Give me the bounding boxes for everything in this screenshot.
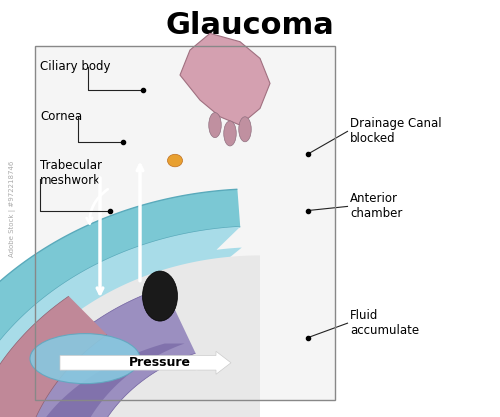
Text: Ciliary body: Ciliary body — [40, 60, 110, 73]
Ellipse shape — [224, 121, 236, 146]
FancyArrow shape — [60, 351, 231, 374]
PathPatch shape — [0, 296, 107, 417]
Ellipse shape — [30, 334, 140, 384]
Bar — [170, 46, 335, 400]
PathPatch shape — [37, 344, 184, 417]
Text: Cornea: Cornea — [40, 110, 82, 123]
Text: Adobe Stock | #972218746: Adobe Stock | #972218746 — [9, 160, 16, 257]
Bar — [35, 46, 335, 400]
Text: Trabecular
meshwork: Trabecular meshwork — [40, 159, 102, 187]
Bar — [35, 46, 335, 400]
Text: Drainage Canal
blocked: Drainage Canal blocked — [350, 117, 442, 146]
Text: Anterior
chamber: Anterior chamber — [350, 192, 403, 221]
Text: Pressure: Pressure — [129, 356, 191, 369]
Ellipse shape — [142, 271, 178, 321]
PathPatch shape — [0, 227, 242, 417]
Text: Glaucoma: Glaucoma — [166, 10, 334, 40]
PathPatch shape — [12, 287, 196, 417]
Polygon shape — [180, 33, 270, 125]
Text: Fluid
accumulate: Fluid accumulate — [350, 309, 419, 337]
Ellipse shape — [45, 321, 145, 379]
PathPatch shape — [0, 255, 260, 417]
Circle shape — [168, 154, 182, 167]
Ellipse shape — [239, 117, 252, 142]
PathPatch shape — [0, 189, 240, 417]
Ellipse shape — [209, 113, 221, 138]
